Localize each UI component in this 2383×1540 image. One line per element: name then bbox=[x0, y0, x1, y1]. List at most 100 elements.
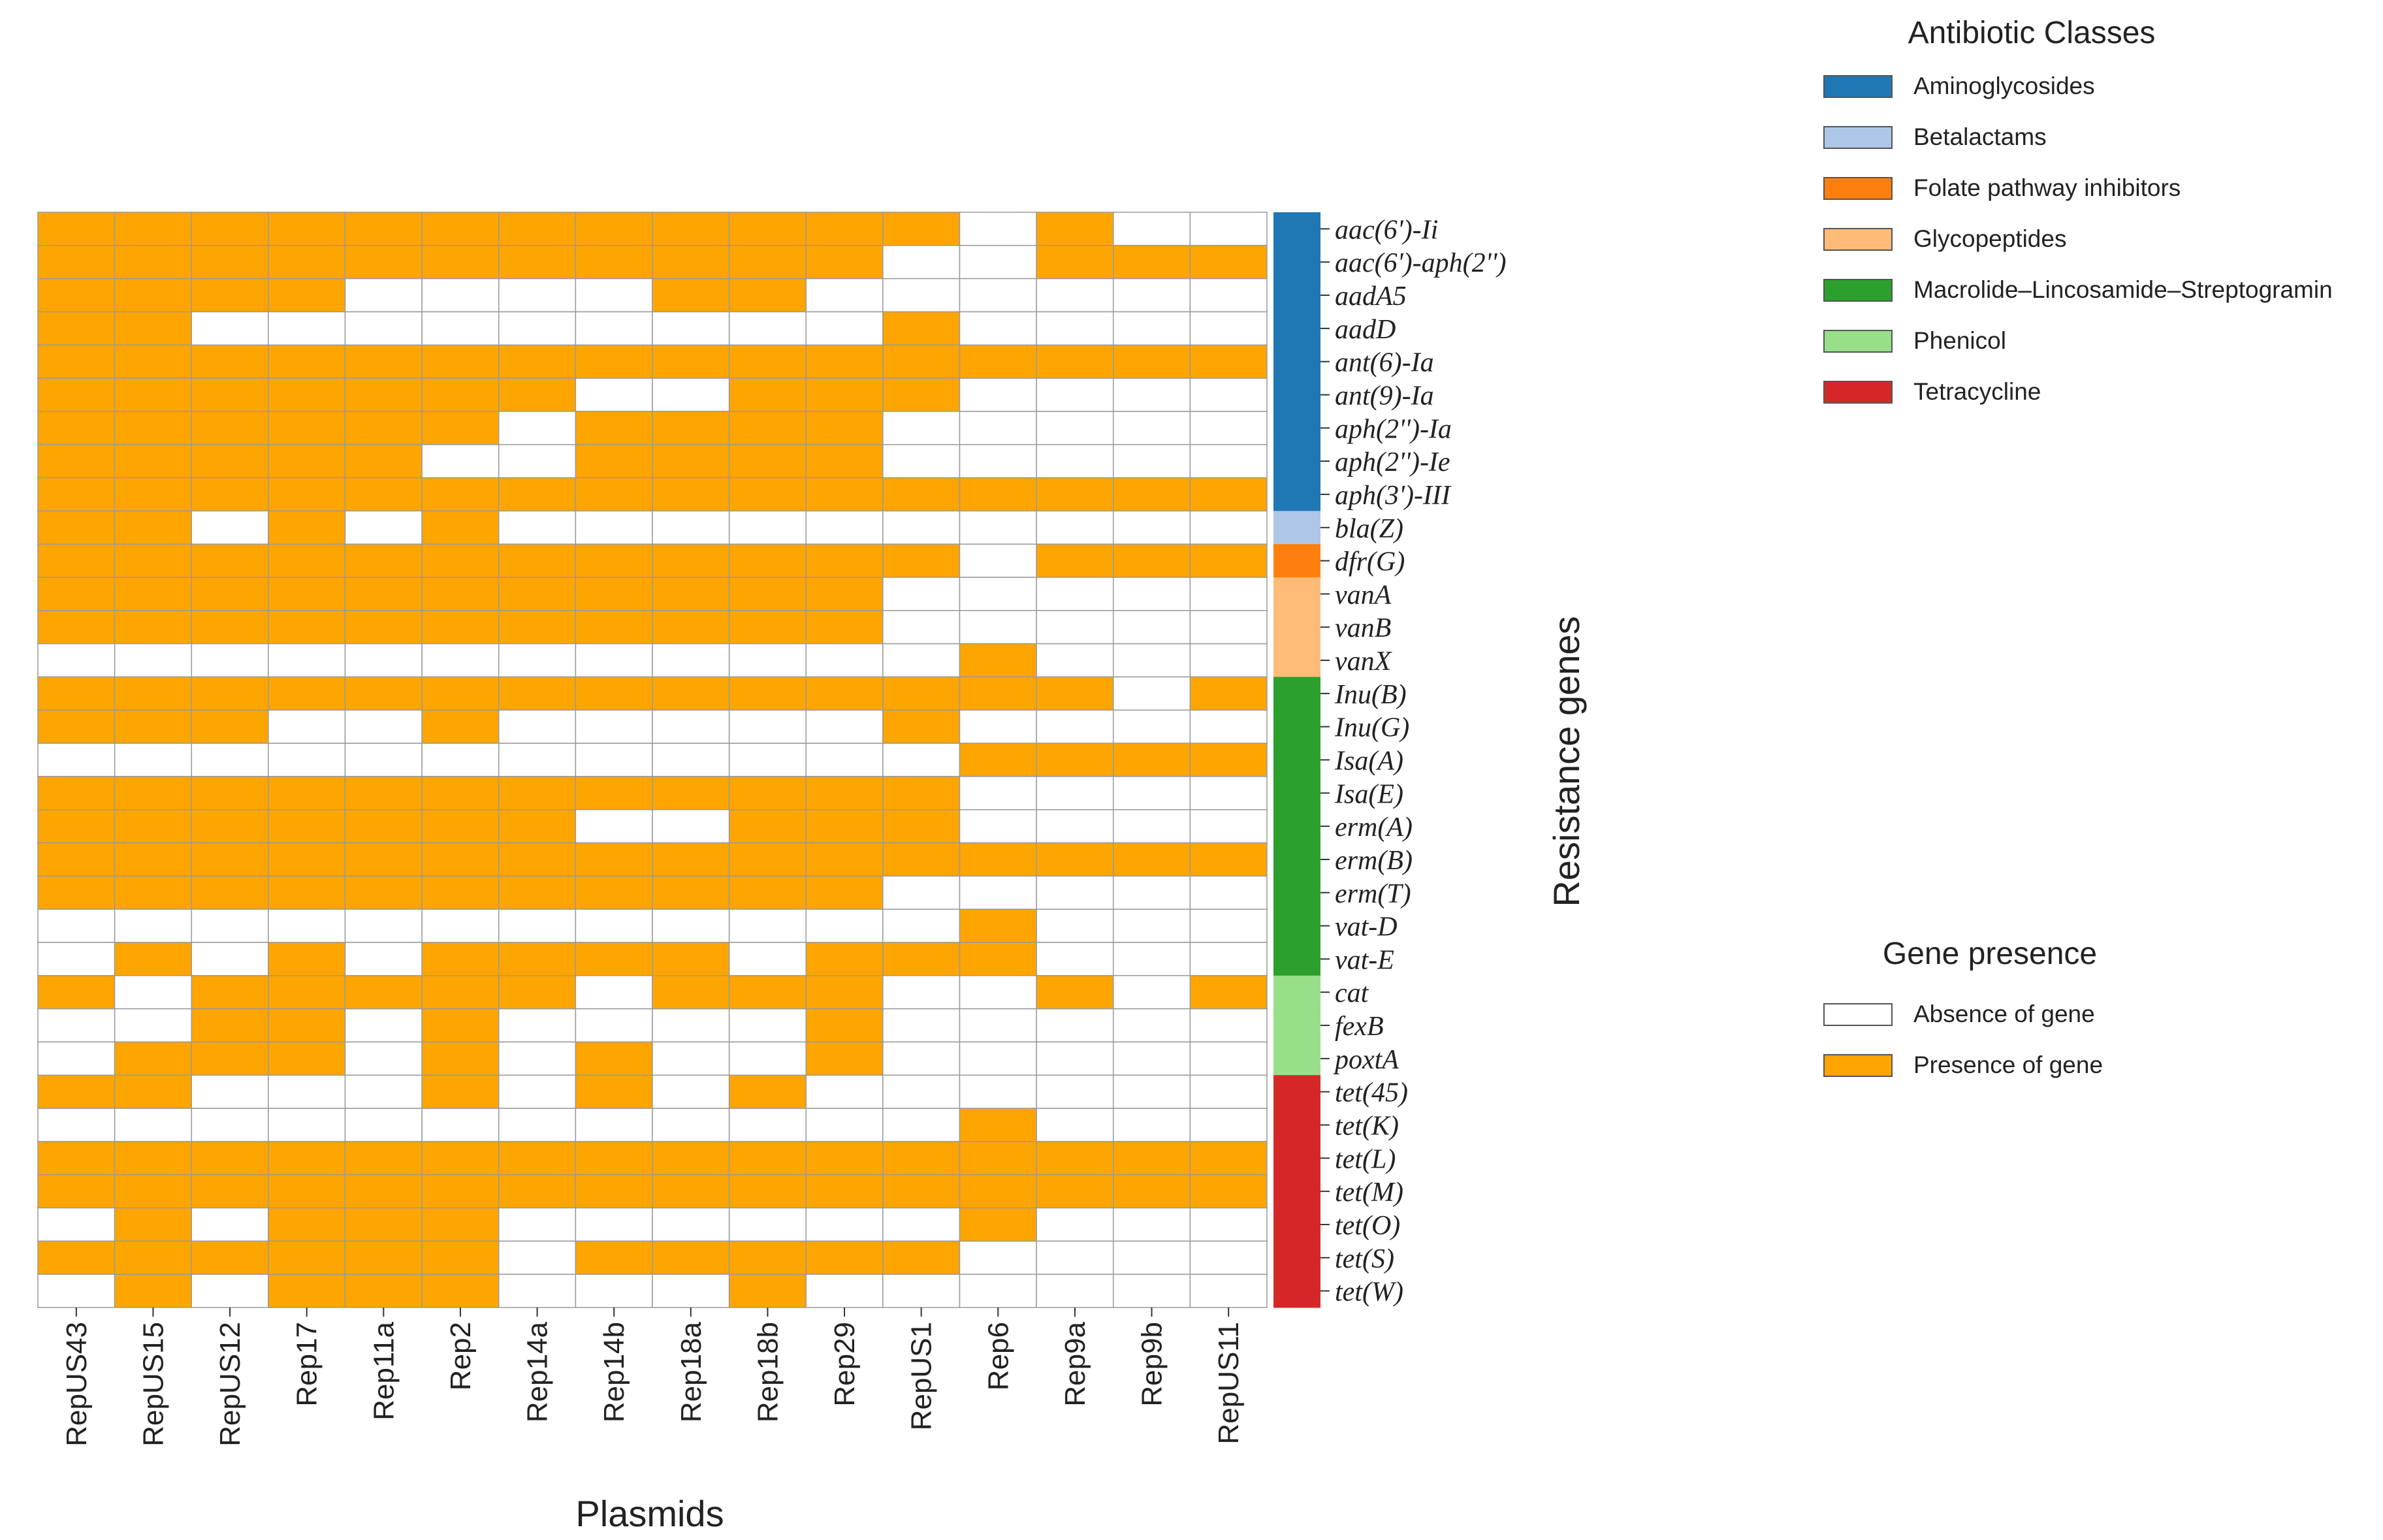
heatmap-cell bbox=[421, 543, 500, 578]
class-legend-label-macrolide-lincosamide-streptogramin: Macrolide–Lincosamide–Streptogramin bbox=[1913, 276, 2333, 303]
heatmap-cell bbox=[1113, 1008, 1191, 1043]
heatmap-cell bbox=[728, 1174, 807, 1209]
heatmap-cell bbox=[1189, 1207, 1268, 1242]
heatmap-cell bbox=[1189, 610, 1268, 645]
gene-presence-legend: Gene presence Absence of gene Presence of… bbox=[1823, 937, 2103, 1078]
heatmap-cell bbox=[1189, 411, 1268, 445]
heatmap-cell bbox=[37, 543, 116, 578]
heatmap-cell bbox=[882, 1274, 961, 1308]
heatmap-cell bbox=[959, 1240, 1037, 1275]
heatmap-cell bbox=[728, 1240, 807, 1275]
gene-label-aac-6-aph-2: aac(6')-aph(2'') bbox=[1335, 248, 1507, 278]
heatmap-cell bbox=[268, 1207, 346, 1242]
heatmap-cell bbox=[652, 709, 730, 744]
heatmap-cell bbox=[268, 1108, 346, 1142]
heatmap-cell bbox=[959, 212, 1037, 246]
heatmap-cell bbox=[959, 411, 1037, 445]
heatmap-cell bbox=[882, 842, 961, 877]
heatmap-cell bbox=[114, 1174, 192, 1209]
heatmap-cell bbox=[1036, 577, 1114, 611]
heatmap-cell bbox=[421, 1041, 500, 1076]
class-strip-cell bbox=[1273, 643, 1320, 677]
class-strip-cell bbox=[1273, 942, 1320, 976]
class-strip-cell bbox=[1273, 842, 1320, 876]
heatmap-cell bbox=[575, 443, 653, 479]
presence-legend-label-absence-of-gene: Absence of gene bbox=[1913, 1001, 2095, 1027]
heatmap-cell bbox=[344, 776, 423, 810]
heatmap-cell bbox=[421, 443, 500, 479]
heatmap-cell bbox=[344, 709, 423, 744]
heatmap-cell bbox=[575, 743, 653, 777]
heatmap-cell bbox=[959, 1207, 1037, 1242]
heatmap-cell bbox=[344, 245, 423, 280]
heatmap-cell bbox=[652, 1240, 730, 1275]
heatmap-cell bbox=[575, 643, 653, 678]
heatmap-cell bbox=[652, 1108, 730, 1142]
gene-label-inu-b: Inu(B) bbox=[1334, 680, 1407, 710]
gene-tick-labels: aac(6')-Iiaac(6')-aph(2'')aadA5aadDant(6… bbox=[1320, 215, 1507, 1307]
heatmap-cell bbox=[114, 212, 192, 246]
heatmap-cell bbox=[37, 1274, 116, 1308]
heatmap-cell bbox=[498, 743, 577, 777]
heatmap-cell bbox=[1036, 1108, 1114, 1142]
heatmap-cell bbox=[344, 411, 423, 445]
heatmap-cell bbox=[498, 477, 577, 512]
heatmap-cell bbox=[191, 1141, 269, 1176]
heatmap-cell bbox=[1113, 1274, 1191, 1308]
heatmap-cell bbox=[1113, 743, 1191, 777]
heatmap-cell bbox=[344, 577, 423, 611]
heatmap-cell bbox=[652, 1207, 730, 1242]
heatmap-cell bbox=[1189, 543, 1268, 578]
heatmap-cell bbox=[1189, 709, 1268, 744]
heatmap-cell bbox=[805, 842, 884, 877]
heatmap-cell bbox=[421, 1274, 500, 1308]
class-strip-cell bbox=[1273, 544, 1320, 578]
heatmap-cell bbox=[344, 510, 423, 545]
plasmid-label-rep18b: Rep18b bbox=[752, 1322, 784, 1422]
heatmap-cell bbox=[1189, 1008, 1268, 1043]
heatmap-cell bbox=[37, 1008, 116, 1043]
heatmap-cell bbox=[191, 709, 269, 744]
class-strip-cell bbox=[1273, 1075, 1320, 1109]
heatmap-cell bbox=[421, 411, 500, 445]
heatmap-cell bbox=[1189, 1274, 1268, 1308]
heatmap-cell bbox=[37, 1141, 116, 1176]
heatmap-cell bbox=[191, 311, 269, 346]
gene-label-aph-2-ie: aph(2'')-Ie bbox=[1335, 447, 1450, 477]
heatmap-cell bbox=[268, 1240, 346, 1275]
heatmap-cell bbox=[728, 908, 807, 943]
heatmap-cell bbox=[652, 676, 730, 711]
heatmap-cell bbox=[575, 212, 653, 246]
heatmap-cell bbox=[1113, 1074, 1191, 1109]
heatmap-cell bbox=[421, 1074, 500, 1109]
heatmap-cell bbox=[268, 1008, 346, 1043]
heatmap-cell bbox=[1036, 443, 1114, 479]
heatmap-cell bbox=[421, 643, 500, 678]
heatmap-cell bbox=[882, 776, 961, 810]
heatmap-cell bbox=[805, 1274, 884, 1308]
heatmap-cell bbox=[114, 1008, 192, 1043]
heatmap-cell bbox=[1113, 842, 1191, 877]
heatmap-cell bbox=[805, 1141, 884, 1176]
heatmap-cell bbox=[805, 643, 884, 678]
heatmap-cell bbox=[268, 908, 346, 943]
plasmid-label-rep29: Rep29 bbox=[829, 1322, 861, 1407]
heatmap-cell bbox=[1113, 908, 1191, 943]
heatmap-cell bbox=[575, 411, 653, 445]
heatmap-cell bbox=[959, 842, 1037, 877]
heatmap-cell bbox=[575, 809, 653, 844]
heatmap-cell bbox=[575, 1174, 653, 1209]
heatmap-cell bbox=[882, 1174, 961, 1209]
heatmap-cell bbox=[498, 776, 577, 810]
heatmap-cell bbox=[37, 1108, 116, 1142]
heatmap-cell bbox=[421, 377, 500, 412]
heatmap-cell bbox=[1036, 643, 1114, 678]
heatmap-cell bbox=[575, 477, 653, 512]
heatmap-cell bbox=[421, 776, 500, 810]
heatmap-cell bbox=[1189, 942, 1268, 976]
heatmap-cell bbox=[1036, 743, 1114, 777]
heatmap-cell bbox=[37, 676, 116, 711]
heatmap-cell bbox=[575, 245, 653, 280]
class-strip-cell bbox=[1273, 975, 1320, 1010]
heatmap-cell bbox=[1113, 1174, 1191, 1209]
